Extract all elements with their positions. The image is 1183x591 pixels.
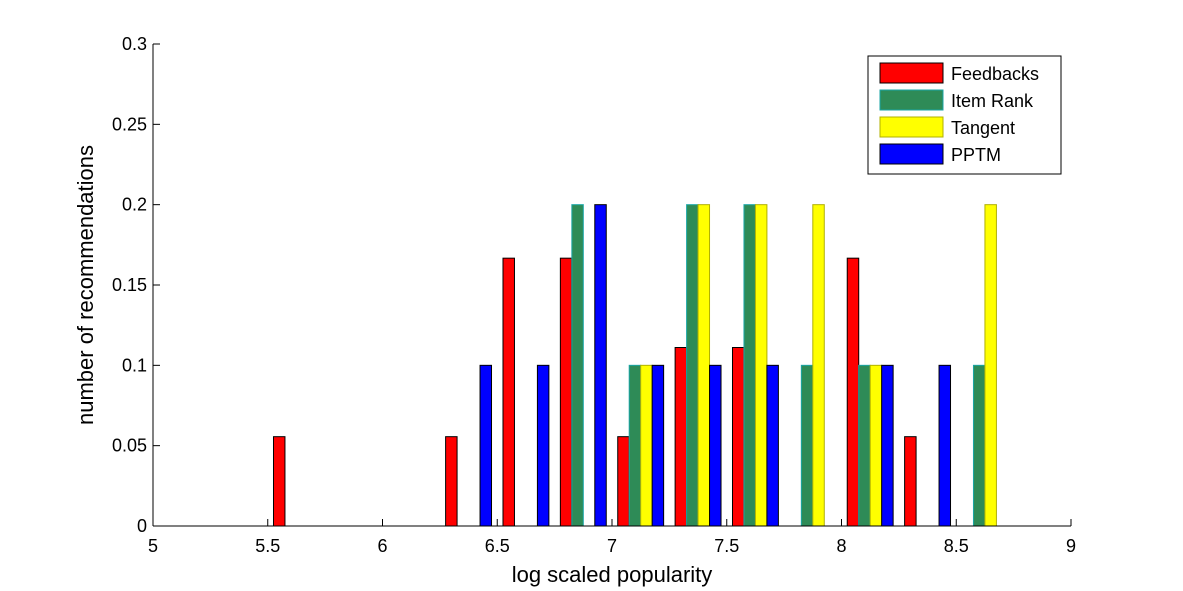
legend-label-tangent: Tangent [951, 118, 1015, 138]
bar-pptm-8 [651, 364, 665, 527]
bar-pptm-13 [938, 364, 952, 527]
legend-swatch-feedbacks [879, 62, 944, 84]
legend-swatch-tangent [879, 116, 944, 138]
x-tick-label: 9 [1066, 536, 1076, 556]
bar-item-rank-9 [686, 204, 699, 527]
y-tick-label: 0.2 [122, 195, 147, 215]
bar-feedbacks-9 [674, 347, 688, 527]
y-tick-label: 0.25 [112, 114, 147, 134]
legend-label-feedbacks: Feedbacks [951, 64, 1039, 84]
bar-pptm-10 [766, 364, 779, 527]
bar-feedbacks-2 [272, 436, 286, 527]
y-tick-label: 0.1 [122, 355, 147, 375]
x-tick-label: 7.5 [714, 536, 739, 556]
bar-feedbacks-7 [559, 257, 573, 527]
bar-item-rank-12 [858, 364, 871, 527]
bar-tangent-12 [869, 364, 883, 527]
bar-tangent-11 [812, 204, 825, 527]
bar-feedbacks-10 [731, 347, 745, 527]
bar-pptm-6 [536, 364, 550, 527]
bar-pptm-12 [881, 364, 894, 527]
x-tick-label: 8.5 [944, 536, 969, 556]
bar-item-rank-8 [628, 364, 642, 527]
y-tick-label: 0 [137, 516, 147, 536]
bar-tangent-14 [984, 204, 997, 527]
y-tick-label: 0.05 [112, 436, 147, 456]
x-tick-label: 7 [607, 536, 617, 556]
bar-item-rank-14 [972, 364, 986, 527]
bar-feedbacks-12 [846, 257, 860, 527]
x-axis-title: log scaled popularity [512, 562, 713, 587]
bar-tangent-9 [697, 204, 711, 527]
bar-feedbacks-5 [445, 436, 458, 527]
x-tick-label: 5 [148, 536, 158, 556]
legend-label-item-rank: Item Rank [951, 91, 1034, 111]
bar-feedbacks-13 [904, 436, 917, 527]
x-tick-label: 5.5 [255, 536, 280, 556]
bar-pptm-7 [594, 204, 607, 527]
x-tick-label: 8 [836, 536, 846, 556]
bar-pptm-9 [709, 364, 722, 527]
bar-tangent-8 [640, 364, 653, 527]
legend-swatch-pptm [879, 143, 944, 165]
bar-pptm-5 [479, 364, 493, 527]
x-tick-label: 6 [377, 536, 387, 556]
legend-swatch-item-rank [879, 89, 944, 111]
bar-item-rank-10 [743, 204, 756, 527]
x-ticks: 5 5.5 6 6.5 7 7.5 8 8.5 9 [148, 519, 1076, 556]
legend[interactable]: Feedbacks Item Rank Tangent PPTM [867, 55, 1062, 175]
y-tick-label: 0.3 [122, 34, 147, 54]
bar-feedbacks-6 [502, 257, 515, 527]
y-axis-title: number of recommendations [73, 145, 98, 425]
y-ticks: 0 0.05 0.1 0.15 0.2 0.25 0.3 [112, 34, 160, 536]
x-tick-label: 6.5 [485, 536, 510, 556]
bar-tangent-10 [754, 204, 768, 527]
legend-label-pptm: PPTM [951, 145, 1001, 165]
bar-feedbacks-8 [617, 436, 630, 527]
legend-items: Feedbacks Item Rank Tangent PPTM [879, 62, 1039, 165]
bar-item-rank-7 [571, 204, 584, 527]
bar-item-rank-11 [800, 364, 814, 527]
y-tick-label: 0.15 [112, 275, 147, 295]
